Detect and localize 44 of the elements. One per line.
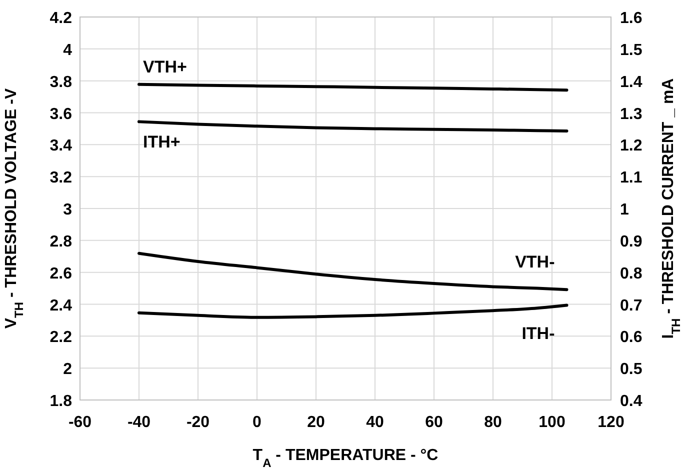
x-tick-label: -60	[68, 414, 92, 431]
y2-tick-label: 1.5	[620, 42, 642, 59]
x-tick-label: 20	[307, 414, 325, 431]
y2-tick-label: 0.5	[620, 361, 642, 378]
y-tick-label: 3	[63, 202, 72, 218]
y2-tick-label: 1.3	[620, 106, 642, 123]
series-label: VTH-	[515, 252, 555, 272]
x-tick-label: 120	[598, 414, 624, 431]
y-tick-label: 3.2	[50, 170, 72, 187]
x-tick-label: 80	[484, 414, 502, 431]
y2-tick-label: 0.9	[620, 233, 642, 250]
y2-tick-label: 1	[620, 202, 629, 218]
series-label: ITH+	[143, 132, 180, 152]
y2-tick-label: 0.6	[620, 329, 642, 346]
y2-tick-label: 0.7	[620, 297, 642, 314]
x-tick-label: -40	[127, 414, 151, 431]
x-tick-label: 40	[366, 414, 384, 431]
y-tick-label: 2	[63, 361, 72, 378]
y-tick-label: 3.6	[50, 106, 72, 123]
series-label: VTH+	[143, 57, 187, 76]
line-series	[138, 304, 568, 319]
y-tick-label: 2.2	[50, 329, 72, 346]
y-tick-label: 3.8	[50, 74, 72, 91]
y-tick-label: 2.8	[50, 233, 72, 250]
y-tick-label: 1.8	[50, 393, 72, 410]
x-axis-title: T$_{A}$ - TEMPERATURE - °C	[252, 447, 439, 470]
series-label: ITH-	[522, 324, 555, 344]
y2-tick-label: 1.4	[620, 74, 642, 91]
y2-tick-label: 1.6	[620, 10, 642, 27]
y2-tick-label: 0.4	[620, 393, 642, 410]
y2-tick-label: 1.2	[620, 138, 642, 155]
y2-tick-label: 0.8	[620, 265, 642, 282]
y-tick-label: 3.4	[50, 138, 72, 155]
line-series	[138, 120, 568, 132]
x-tick-label: 100	[538, 414, 566, 431]
x-tick-label: 60	[425, 414, 443, 431]
x-tick-label: 0	[252, 414, 262, 431]
y-tick-label: 2.6	[50, 265, 72, 282]
line-series	[138, 252, 568, 292]
y-tick-label: 4.2	[50, 10, 72, 27]
y-tick-label: 2.4	[50, 297, 72, 314]
y-tick-label: 4	[63, 42, 72, 59]
x-tick-label: -20	[186, 414, 210, 431]
y2-tick-label: 1.1	[620, 170, 642, 187]
